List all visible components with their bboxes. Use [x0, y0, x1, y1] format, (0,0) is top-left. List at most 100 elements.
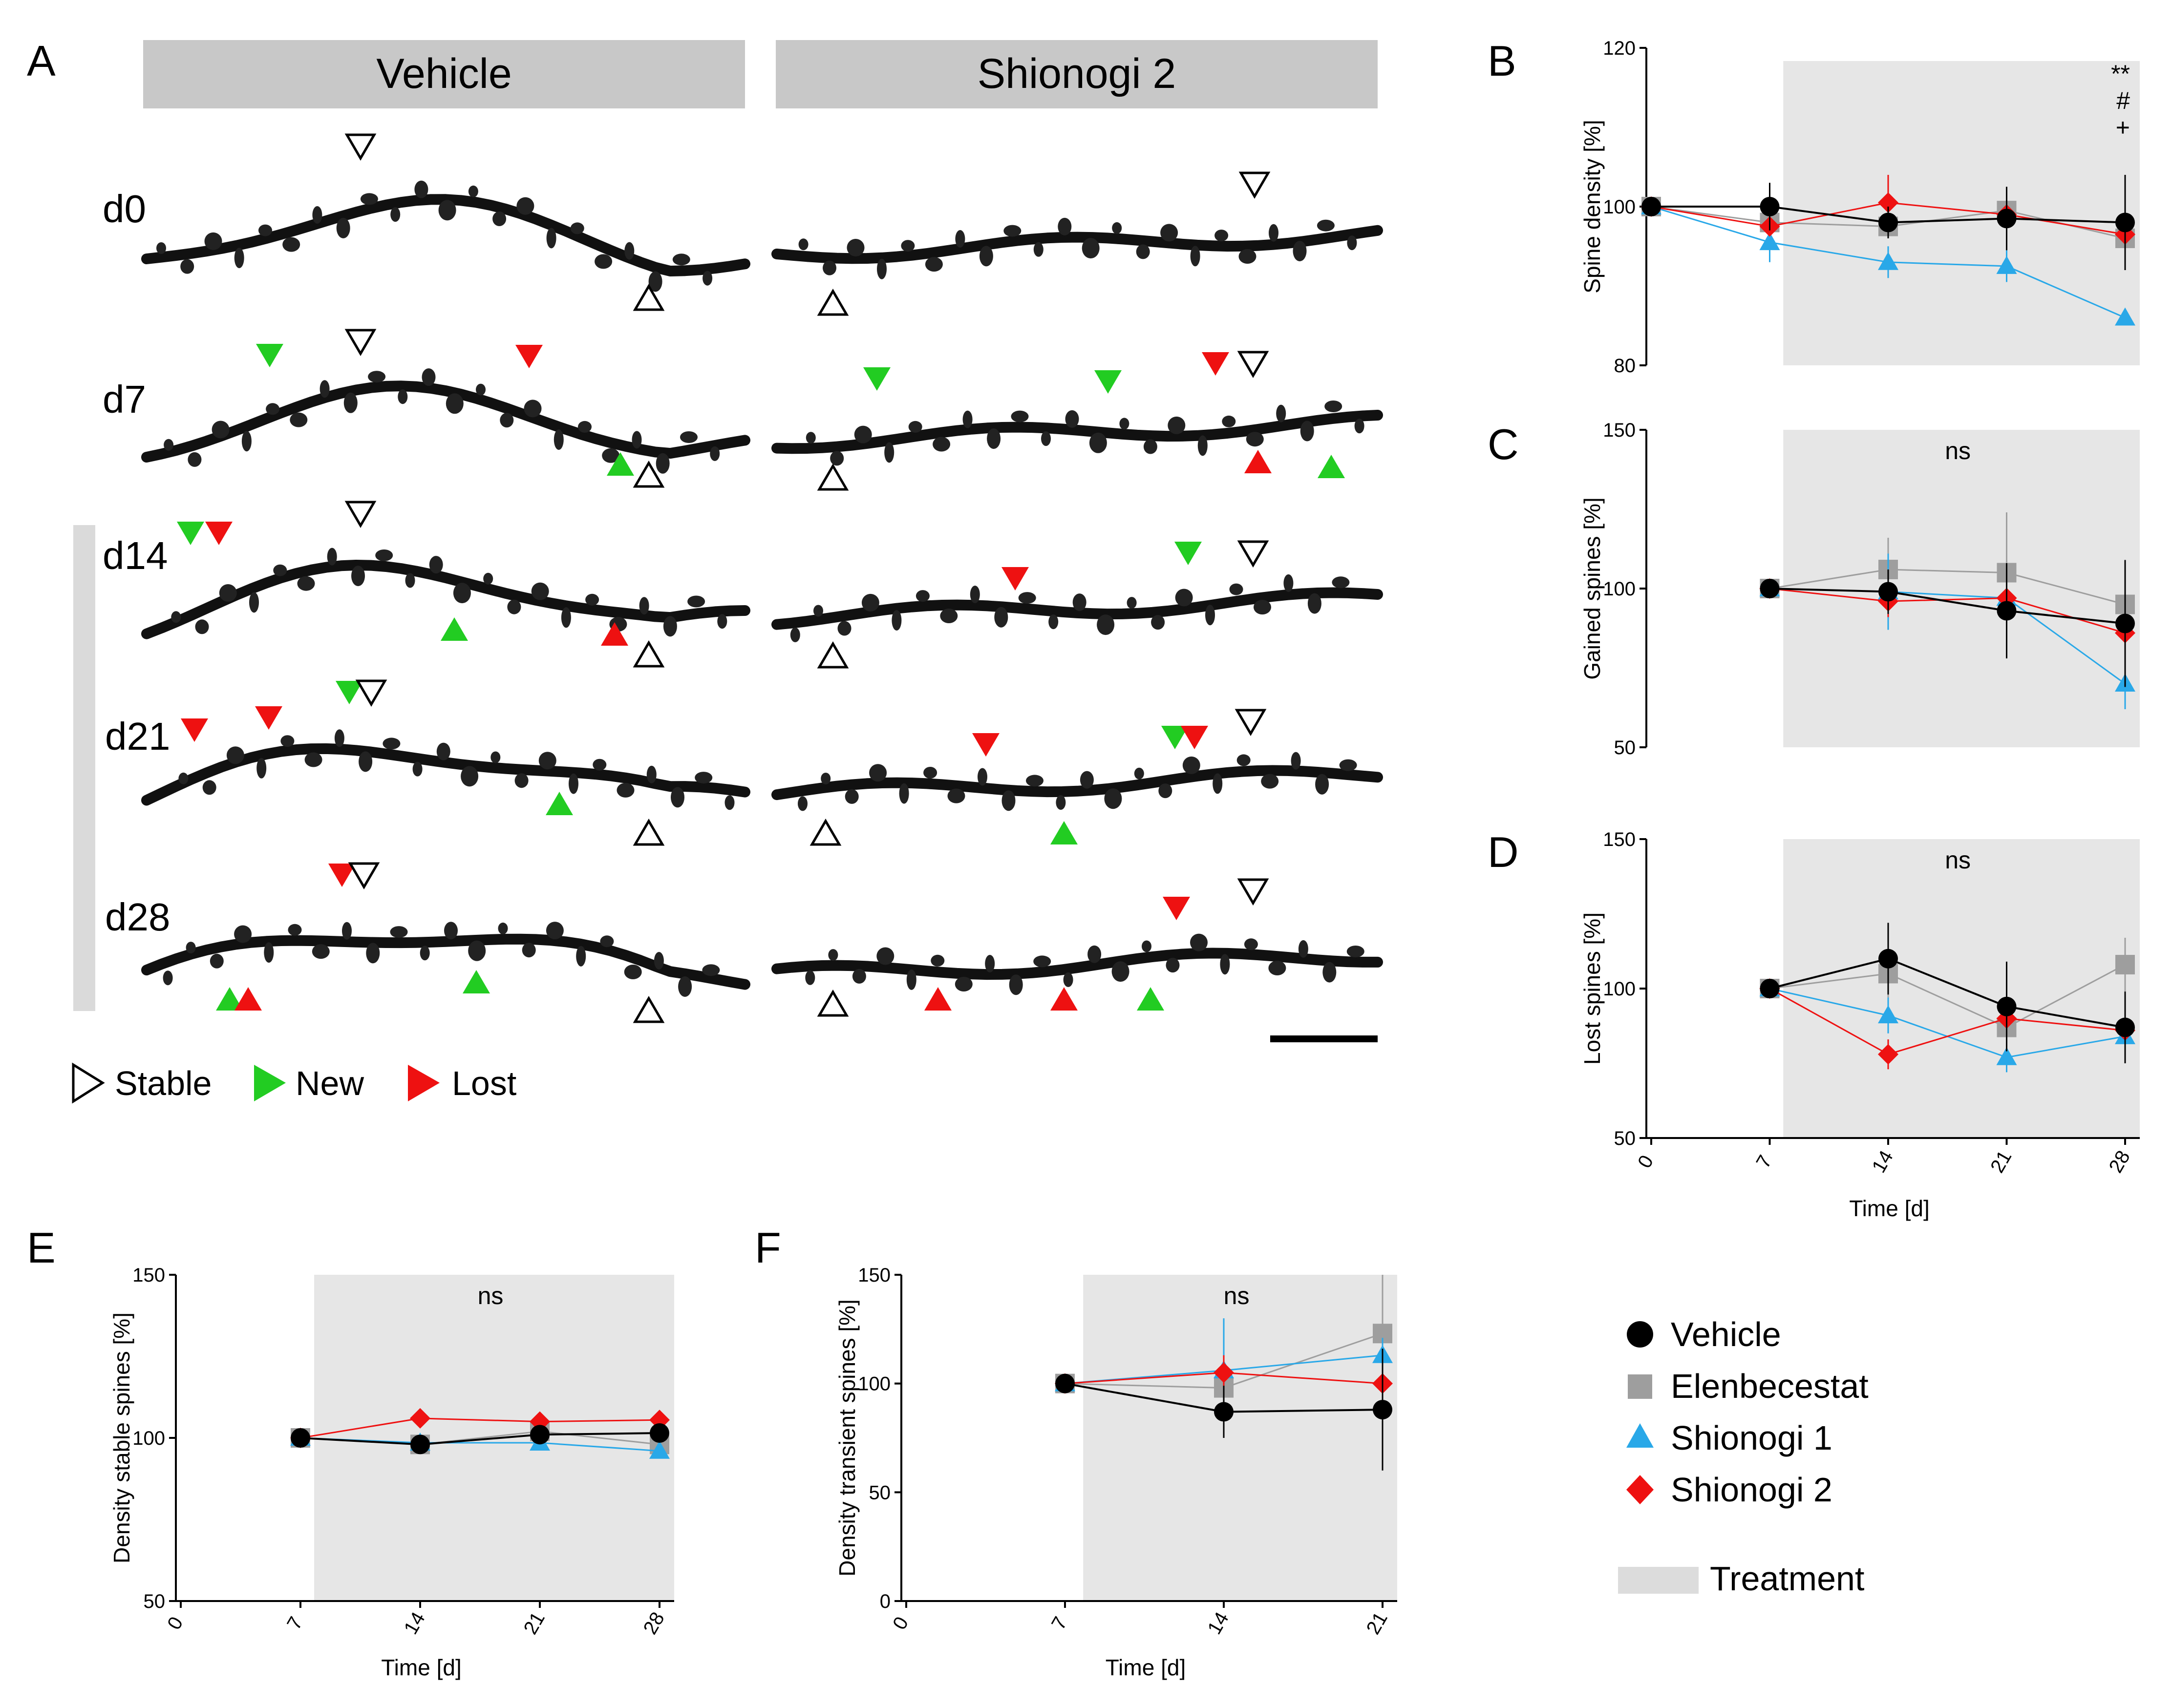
- spine-blob: [1011, 410, 1029, 422]
- stable-key-icon: [72, 1062, 105, 1104]
- spine-blob: [830, 451, 844, 466]
- spine-blob: [671, 787, 684, 808]
- key-label-stable: Stable: [115, 1064, 212, 1102]
- spine-blob: [970, 586, 980, 603]
- stable-spine-marker: [1237, 540, 1269, 568]
- data-point: [2115, 307, 2135, 326]
- spine-blob: [602, 448, 620, 463]
- panel-letter-d: D: [1488, 828, 1519, 876]
- spine-blob: [985, 955, 995, 972]
- spine-blob: [438, 200, 456, 221]
- new-spine-marker: [177, 522, 204, 545]
- lost-spine-marker: [1181, 726, 1208, 749]
- spine-blob: [1009, 974, 1023, 995]
- y-tick-label: 100: [132, 1428, 165, 1449]
- dendrite-image: [141, 729, 750, 810]
- data-point: [649, 1440, 670, 1459]
- spine-blob: [522, 943, 536, 958]
- spine-blob: [444, 922, 458, 940]
- spine-blob: [422, 368, 436, 386]
- spine-blob: [869, 764, 887, 782]
- spine-blob: [672, 253, 690, 266]
- data-point: [410, 1434, 430, 1455]
- stable-spine-marker: [344, 133, 377, 161]
- spine-blob: [1168, 416, 1186, 434]
- legend-marker-shionogi-2: [1626, 1475, 1654, 1504]
- series-vehicle: [1760, 923, 2135, 1063]
- data-point: [650, 1423, 669, 1443]
- spine-blob: [1175, 589, 1193, 607]
- new-spine-marker: [863, 367, 891, 391]
- spine-blob: [1080, 771, 1094, 789]
- lost-spine-marker: [601, 622, 628, 646]
- lost-spine-marker: [515, 345, 543, 368]
- spine-blob: [398, 389, 408, 404]
- spine-blob: [204, 232, 222, 250]
- y-tick-label: 100: [1603, 978, 1636, 1000]
- stable-spine-marker: [817, 464, 849, 491]
- spine-blob: [164, 439, 174, 451]
- spine-blob: [1026, 775, 1043, 787]
- spine-blob: [962, 410, 973, 428]
- legend: Vehicle Elenbecestat Shionogi 1 Shionogi…: [1618, 1315, 1869, 1598]
- data-point: [1878, 582, 1898, 602]
- series-vehicle: [291, 1423, 669, 1455]
- spine-blob: [1307, 593, 1321, 614]
- spine-blob: [554, 429, 564, 450]
- spine-blob: [342, 922, 352, 940]
- data-point: [1760, 979, 1780, 998]
- y-tick-label: 100: [858, 1373, 891, 1395]
- new-spine-marker: [463, 970, 490, 993]
- dendrite-shaft: [141, 194, 750, 276]
- spine-blob: [979, 246, 993, 267]
- chart-e-density-stable-spines: 50 100 150 Density stable spines [%] 0 7 14 21 2…: [109, 1265, 674, 1680]
- spine-blob: [219, 584, 237, 602]
- lost-spine-marker: [328, 864, 356, 887]
- spine-blob: [576, 946, 586, 967]
- spine-blob: [273, 564, 287, 576]
- stable-spine-marker: [344, 501, 377, 528]
- spine-blob: [1182, 756, 1200, 774]
- spine-blob: [234, 248, 244, 269]
- spine-blob: [908, 421, 922, 433]
- spine-blob: [266, 403, 280, 415]
- spine-blob: [180, 259, 194, 274]
- significance-label: +: [2116, 114, 2130, 141]
- spine-blob: [171, 611, 181, 623]
- spine-blob: [931, 954, 945, 967]
- spine-blob: [343, 392, 358, 413]
- dendrite-image: [141, 922, 750, 997]
- spine-blob: [212, 421, 230, 439]
- spine-blob: [241, 431, 252, 452]
- spine-blob: [570, 222, 584, 234]
- spine-blob: [1300, 421, 1314, 442]
- y-tick-label: 150: [1603, 420, 1636, 441]
- y-axis-label: Density stable spines [%]: [109, 1312, 134, 1563]
- header-bar-shionogi-2: [776, 40, 1378, 108]
- x-tick-label: 14: [1868, 1147, 1897, 1177]
- stable-spine-marker: [633, 284, 665, 311]
- new-spine-marker: [546, 792, 573, 815]
- lost-spine-marker: [1050, 987, 1078, 1011]
- data-point: [1997, 209, 2017, 229]
- spine-blob: [1269, 224, 1278, 242]
- new-spine-marker: [1137, 987, 1164, 1011]
- spine-blob: [258, 224, 272, 236]
- dendrite-shaft: [771, 225, 1383, 264]
- data-point: [1997, 601, 2017, 621]
- spine-blob: [1160, 224, 1178, 242]
- spine-blob: [593, 759, 607, 771]
- spine-blob: [188, 452, 202, 467]
- stable-spine-marker: [355, 679, 387, 707]
- spine-blob: [468, 185, 478, 197]
- spine-blob: [854, 425, 872, 443]
- new-spine-marker: [1050, 821, 1078, 844]
- spine-blob: [940, 609, 958, 623]
- spine-blob: [334, 729, 344, 747]
- spine-blob: [498, 922, 508, 934]
- stable-spine-marker: [633, 640, 665, 668]
- spine-blob: [163, 970, 173, 986]
- spine-blob: [648, 271, 662, 292]
- spine-blob: [646, 765, 657, 783]
- y-axis-label: Spine density [%]: [1579, 120, 1605, 293]
